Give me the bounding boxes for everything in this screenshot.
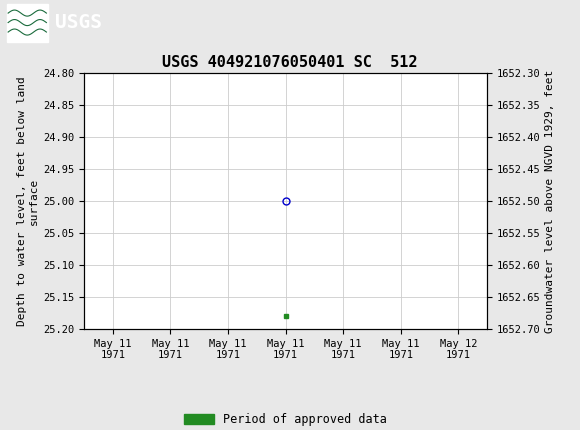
Y-axis label: Groundwater level above NGVD 1929, feet: Groundwater level above NGVD 1929, feet: [545, 69, 555, 333]
Text: USGS: USGS: [55, 13, 102, 32]
Y-axis label: Depth to water level, feet below land
surface: Depth to water level, feet below land su…: [17, 76, 39, 326]
Legend: Period of approved data: Period of approved data: [180, 408, 392, 430]
Text: USGS 404921076050401 SC  512: USGS 404921076050401 SC 512: [162, 55, 418, 70]
FancyBboxPatch shape: [7, 3, 48, 42]
